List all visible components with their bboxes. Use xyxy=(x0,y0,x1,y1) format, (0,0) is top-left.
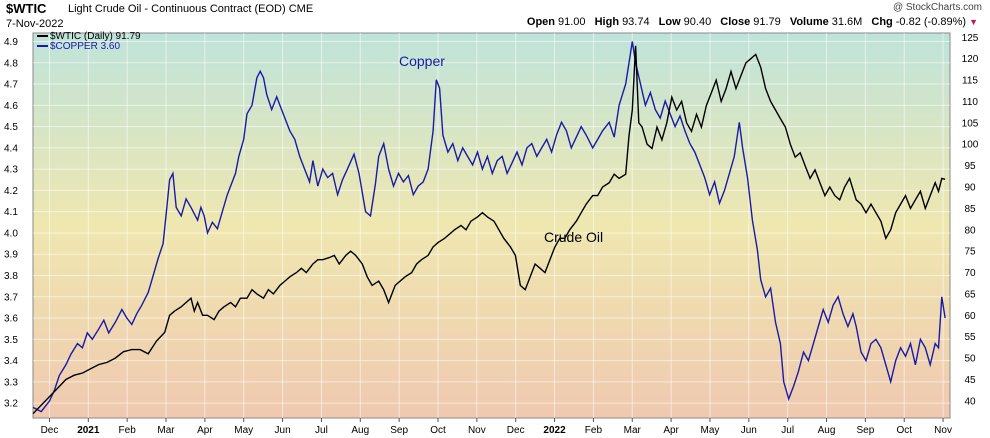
left-axis-tick-label: 4.3 xyxy=(4,165,18,176)
right-axis-tick-label: 120 xyxy=(962,54,979,65)
x-axis-tick-label: Apr xyxy=(197,425,213,436)
x-axis-tick-label: Jul xyxy=(781,425,794,436)
left-axis-tick-label: 3.7 xyxy=(4,292,18,303)
high-value: 93.74 xyxy=(622,16,650,28)
right-axis-tick-label: 75 xyxy=(964,247,976,258)
chg-value: -0.82 (-0.89%) xyxy=(895,16,967,28)
right-axis-tick-label: 90 xyxy=(964,183,976,194)
chart-title-text: Light Crude Oil - Continuous Contract (E… xyxy=(68,3,286,15)
right-axis-tick-label: 60 xyxy=(964,311,976,322)
x-axis-tick-label: Mar xyxy=(157,425,175,436)
chart-symbol: $WTIC xyxy=(6,1,47,16)
exchange-label: CME xyxy=(288,3,314,15)
close-label: Close xyxy=(720,16,751,28)
x-axis-tick-label: Aug xyxy=(818,425,836,436)
left-axis-tick-label: 4.0 xyxy=(4,228,18,239)
right-axis-ticks: 40 45 50 55 60 65 70 75 80 85 90 95 100 105 110 115 120 1… xyxy=(962,33,979,408)
left-axis-tick-label: 4.7 xyxy=(4,80,18,91)
left-axis-tick-label: 4.9 xyxy=(4,37,18,48)
right-axis-tick-label: 70 xyxy=(964,268,976,279)
wtic-series-line xyxy=(32,45,946,415)
open-value: 91.00 xyxy=(558,16,586,28)
high-label: High xyxy=(594,16,620,28)
copper-series-line xyxy=(32,41,946,413)
chart-date: 7-Nov-2022 xyxy=(6,18,64,30)
low-label: Low xyxy=(658,16,681,28)
chart-title: Light Crude Oil - Continuous Contract (E… xyxy=(68,3,313,15)
x-axis-tick-label: Apr xyxy=(663,425,679,436)
x-axis-tick-label: Jul xyxy=(315,425,328,436)
x-axis-ticks: Dec 2021 Feb Mar Apr May Jun Jul Aug Sep Oct Nov Dec… xyxy=(41,418,952,436)
right-axis-tick-label: 105 xyxy=(962,118,979,129)
plot-area xyxy=(32,32,951,419)
low-value: 90.40 xyxy=(683,16,712,28)
stockcharts-logo: @ StockCharts.com xyxy=(892,2,982,13)
down-arrow-icon: ▼ xyxy=(969,17,978,27)
x-axis-tick-label: Feb xyxy=(585,425,603,436)
x-axis-tick-label: Aug xyxy=(351,425,369,436)
left-axis-tick-label: 4.6 xyxy=(4,101,18,112)
right-axis-tick-label: 55 xyxy=(964,332,976,343)
right-axis-tick-label: 80 xyxy=(964,225,976,236)
x-axis-tick-label: Nov xyxy=(934,425,952,436)
close-value: 91.79 xyxy=(753,16,781,28)
x-axis-tick-label: May xyxy=(701,425,720,436)
left-axis-tick-label: 3.9 xyxy=(4,250,18,261)
legend-label-wtic: $WTIC (Daily) 91.79 xyxy=(50,31,141,42)
x-axis-tick-label: Dec xyxy=(507,425,525,436)
chart-legend: $WTIC (Daily) 91.79 $COPPER 3.60 xyxy=(37,31,141,52)
x-axis-tick-label: 2022 xyxy=(543,425,566,436)
x-axis-tick-label: May xyxy=(234,425,253,436)
chart-header: $WTIC Light Crude Oil - Continuous Contr… xyxy=(0,0,990,32)
x-axis-tick-label: Sep xyxy=(856,425,874,436)
left-axis-tick-label: 3.3 xyxy=(4,377,18,388)
volume-value: 31.6M xyxy=(831,16,863,28)
left-axis-tick-label: 3.6 xyxy=(4,314,18,325)
legend-label-copper: $COPPER 3.60 xyxy=(50,41,120,52)
right-axis-tick-label: 45 xyxy=(964,375,976,386)
x-axis-tick-label: Oct xyxy=(430,425,446,436)
right-axis-tick-label: 65 xyxy=(964,289,976,300)
x-axis-tick-label: Feb xyxy=(119,425,137,436)
right-axis-tick-label: 125 xyxy=(962,33,979,44)
left-axis-tick-label: 4.2 xyxy=(4,186,18,197)
left-axis-ticks: 3.2 3.3 3.4 3.5 3.6 3.7 3.8 3.9 4.0 4.1 4.2 4.3 4.4 4… xyxy=(4,37,18,410)
chg-label: Chg xyxy=(871,16,893,28)
right-axis-tick-label: 115 xyxy=(962,76,978,87)
x-axis-tick-label: Jun xyxy=(741,425,757,436)
right-axis-tick-label: 100 xyxy=(962,140,979,151)
ohlc-summary: Open 91.00 High 93.74 Low 90.40 Close 91.79 … xyxy=(521,16,978,28)
x-axis-tick-label: 2021 xyxy=(77,425,100,436)
x-axis-tick-label: Sep xyxy=(390,425,408,436)
left-axis-tick-label: 3.8 xyxy=(4,271,18,282)
x-axis-tick-label: Jun xyxy=(275,425,291,436)
x-axis-tick-label: Oct xyxy=(896,425,912,436)
left-axis-tick-label: 4.5 xyxy=(4,122,18,133)
left-axis-tick-label: 3.2 xyxy=(4,399,18,410)
right-axis-tick-label: 40 xyxy=(964,396,976,407)
left-axis-tick-label: 3.5 xyxy=(4,335,18,346)
x-axis-tick-label: Nov xyxy=(468,425,486,436)
left-axis-tick-label: 3.4 xyxy=(4,356,18,367)
copper-annotation: Copper xyxy=(399,53,445,69)
right-axis-tick-label: 95 xyxy=(964,161,976,172)
right-axis-tick-label: 110 xyxy=(962,97,978,108)
right-axis-tick-label: 50 xyxy=(964,354,976,365)
crude-oil-annotation: Crude Oil xyxy=(544,229,603,245)
x-axis-tick-label: Mar xyxy=(624,425,642,436)
grid-lines xyxy=(33,33,950,418)
left-axis-tick-label: 4.4 xyxy=(4,143,18,154)
volume-label: Volume xyxy=(789,16,829,28)
open-label: Open xyxy=(526,16,556,28)
left-axis-tick-label: 4.8 xyxy=(4,58,18,69)
right-axis-tick-label: 85 xyxy=(964,204,976,215)
x-axis-tick-label: Dec xyxy=(41,425,59,436)
left-axis-tick-label: 4.1 xyxy=(4,207,18,218)
